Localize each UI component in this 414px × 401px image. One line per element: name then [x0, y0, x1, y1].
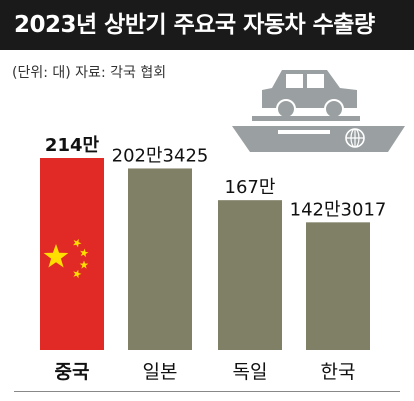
title-bar: 2023년 상반기 주요국 자동차 수출량 [0, 0, 414, 50]
value-label: 142만3017 [290, 199, 387, 220]
flag-small-star-icon [80, 248, 89, 258]
flag-big-star-icon [43, 244, 69, 268]
bar-4 [306, 222, 370, 350]
category-label: 한국 [321, 361, 356, 383]
unit-source-note: (단위: 대) 자료: 각국 협회 [12, 65, 167, 81]
category-label: 중국 [55, 361, 90, 383]
flag-small-star-icon [73, 238, 82, 248]
category-label: 독일 [233, 361, 268, 383]
value-label: 202만3425 [112, 145, 209, 166]
flag-small-star-icon [73, 269, 82, 279]
cargo-ship-icon [232, 70, 405, 152]
bottom-rule [14, 391, 400, 392]
value-label: 214만 [45, 135, 100, 156]
bar-2 [128, 168, 192, 350]
value-label: 167만 [225, 177, 276, 198]
bar-3 [218, 200, 282, 350]
flag-small-star-icon [79, 260, 89, 269]
china-flag-stars [43, 238, 89, 279]
chart-title: 2023년 상반기 주요국 자동차 수출량 [14, 12, 375, 38]
category-label: 일본 [143, 361, 178, 383]
